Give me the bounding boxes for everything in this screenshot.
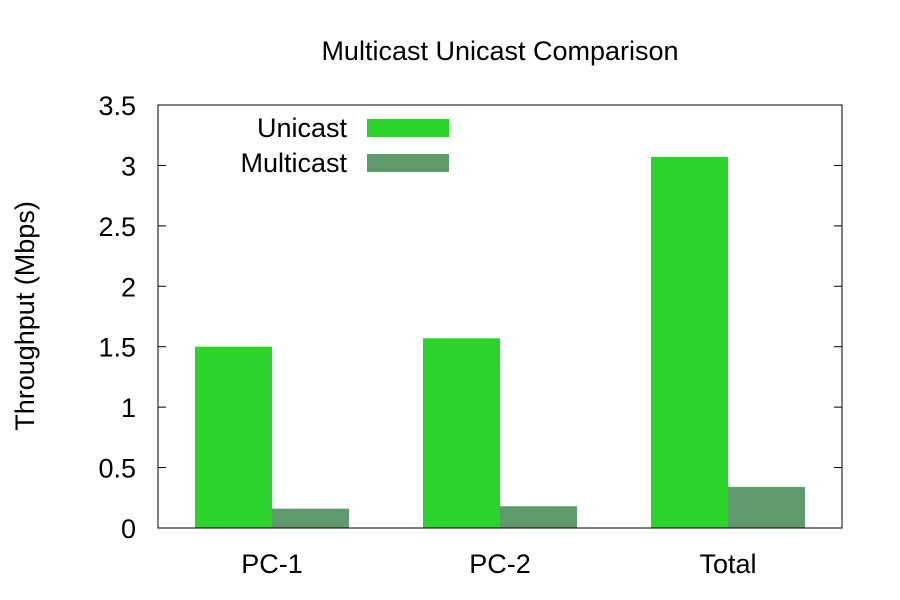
y-tick-label: 2: [121, 272, 136, 302]
bar-unicast-total: [651, 156, 728, 528]
y-tick-label: 1: [121, 393, 136, 423]
bar-multicast-total: [728, 486, 805, 528]
y-tick-label: 3.5: [98, 91, 136, 121]
bar-multicast-pc-1: [272, 508, 349, 528]
y-tick-label: 3: [121, 151, 136, 181]
chart-title: Multicast Unicast Comparison: [321, 36, 678, 66]
y-tick-label: 1.5: [98, 333, 136, 363]
bar-unicast-pc-1: [195, 346, 272, 528]
y-tick-label: 0: [121, 514, 136, 544]
x-tick-label: Total: [699, 549, 756, 579]
bar-unicast-pc-2: [423, 338, 500, 528]
x-tick-label: PC-2: [469, 549, 531, 579]
y-axis-label: Throughput (Mbps): [10, 201, 40, 431]
y-tick-label: 2.5: [98, 212, 136, 242]
x-tick-label: PC-1: [241, 549, 303, 579]
legend-swatch-unicast: [367, 119, 449, 137]
legend-label-multicast: Multicast: [240, 148, 347, 178]
y-tick-label: 0.5: [98, 454, 136, 484]
legend-swatch-multicast: [367, 154, 449, 172]
plot-area: PC-1 PC-2 Total 0 0.5 1 1.5 2 2.5 3 3.5 Unicast Mult…: [98, 91, 843, 579]
bar-multicast-pc-2: [500, 506, 577, 528]
legend-label-unicast: Unicast: [257, 113, 348, 143]
plot-border: [157, 104, 843, 529]
